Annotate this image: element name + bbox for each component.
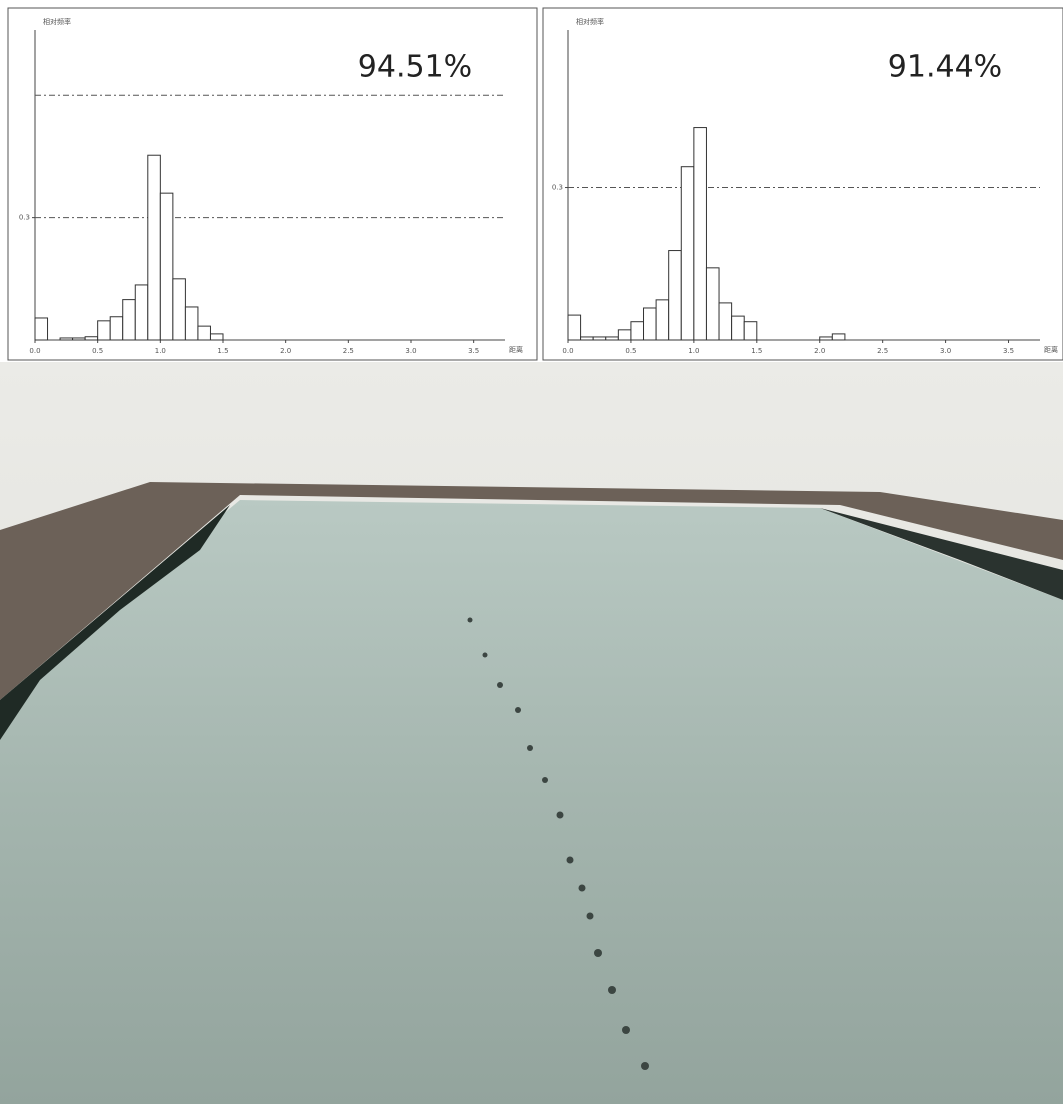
bar: [606, 337, 619, 340]
x-tick-label: 2.5: [343, 347, 354, 355]
bar: [719, 303, 732, 340]
x-tick-label: 3.0: [405, 347, 416, 355]
bar: [669, 251, 682, 340]
y-tick-label: 0.3: [552, 184, 563, 192]
x-tick-label: 2.0: [814, 347, 825, 355]
figure: 相对频率距离0.30.00.51.01.52.02.53.03.594.51%相…: [0, 0, 1063, 1104]
x-axis-label: 距离: [509, 345, 523, 354]
x-tick-label: 0.5: [625, 347, 636, 355]
page: {"chart_data": [ {"type": "histogram", "…: [0, 0, 1063, 1104]
bar: [73, 338, 86, 340]
x-tick-label: 2.5: [877, 347, 888, 355]
x-tick-label: 1.5: [217, 347, 228, 355]
bar: [744, 322, 757, 340]
bar: [694, 128, 707, 340]
bar: [160, 193, 173, 340]
x-tick-label: 1.0: [155, 347, 166, 355]
bar: [98, 321, 111, 340]
bar: [706, 268, 719, 340]
bar: [618, 330, 631, 340]
bar: [631, 322, 644, 340]
x-tick-label: 0.5: [92, 347, 103, 355]
x-tick-label: 2.0: [280, 347, 291, 355]
bar: [210, 334, 223, 340]
x-tick-label: 3.5: [1003, 347, 1014, 355]
bar: [123, 300, 136, 340]
bar: [732, 316, 745, 340]
y-axis-label: 相对频率: [43, 17, 71, 26]
x-tick-label: 1.5: [751, 347, 762, 355]
annotation: 94.51%: [358, 50, 472, 85]
bar: [644, 308, 657, 340]
x-tick-label: 1.0: [688, 347, 699, 355]
bar: [593, 337, 606, 340]
bar: [832, 334, 845, 340]
x-tick-label: 3.0: [940, 347, 951, 355]
bar: [581, 337, 594, 340]
bar: [60, 338, 73, 340]
bar: [198, 326, 211, 340]
bar: [135, 285, 148, 340]
bar: [681, 167, 694, 340]
bar: [173, 279, 186, 340]
bar: [820, 337, 833, 340]
bar: [148, 155, 161, 340]
tray-surface: [0, 500, 1063, 1104]
annotation: 91.44%: [888, 50, 1002, 85]
y-tick-label: 0.3: [19, 214, 30, 222]
photo: [0, 362, 1063, 1104]
y-axis-label: 相对频率: [576, 17, 604, 26]
bar: [110, 317, 123, 340]
bar: [568, 315, 581, 340]
bar: [85, 337, 98, 340]
x-axis-label: 距离: [1044, 345, 1058, 354]
x-tick-label: 3.5: [468, 347, 479, 355]
bar: [656, 300, 669, 340]
bar: [185, 307, 198, 340]
bar: [35, 318, 48, 340]
x-tick-label: 0.0: [29, 347, 40, 355]
x-tick-label: 0.0: [562, 347, 573, 355]
